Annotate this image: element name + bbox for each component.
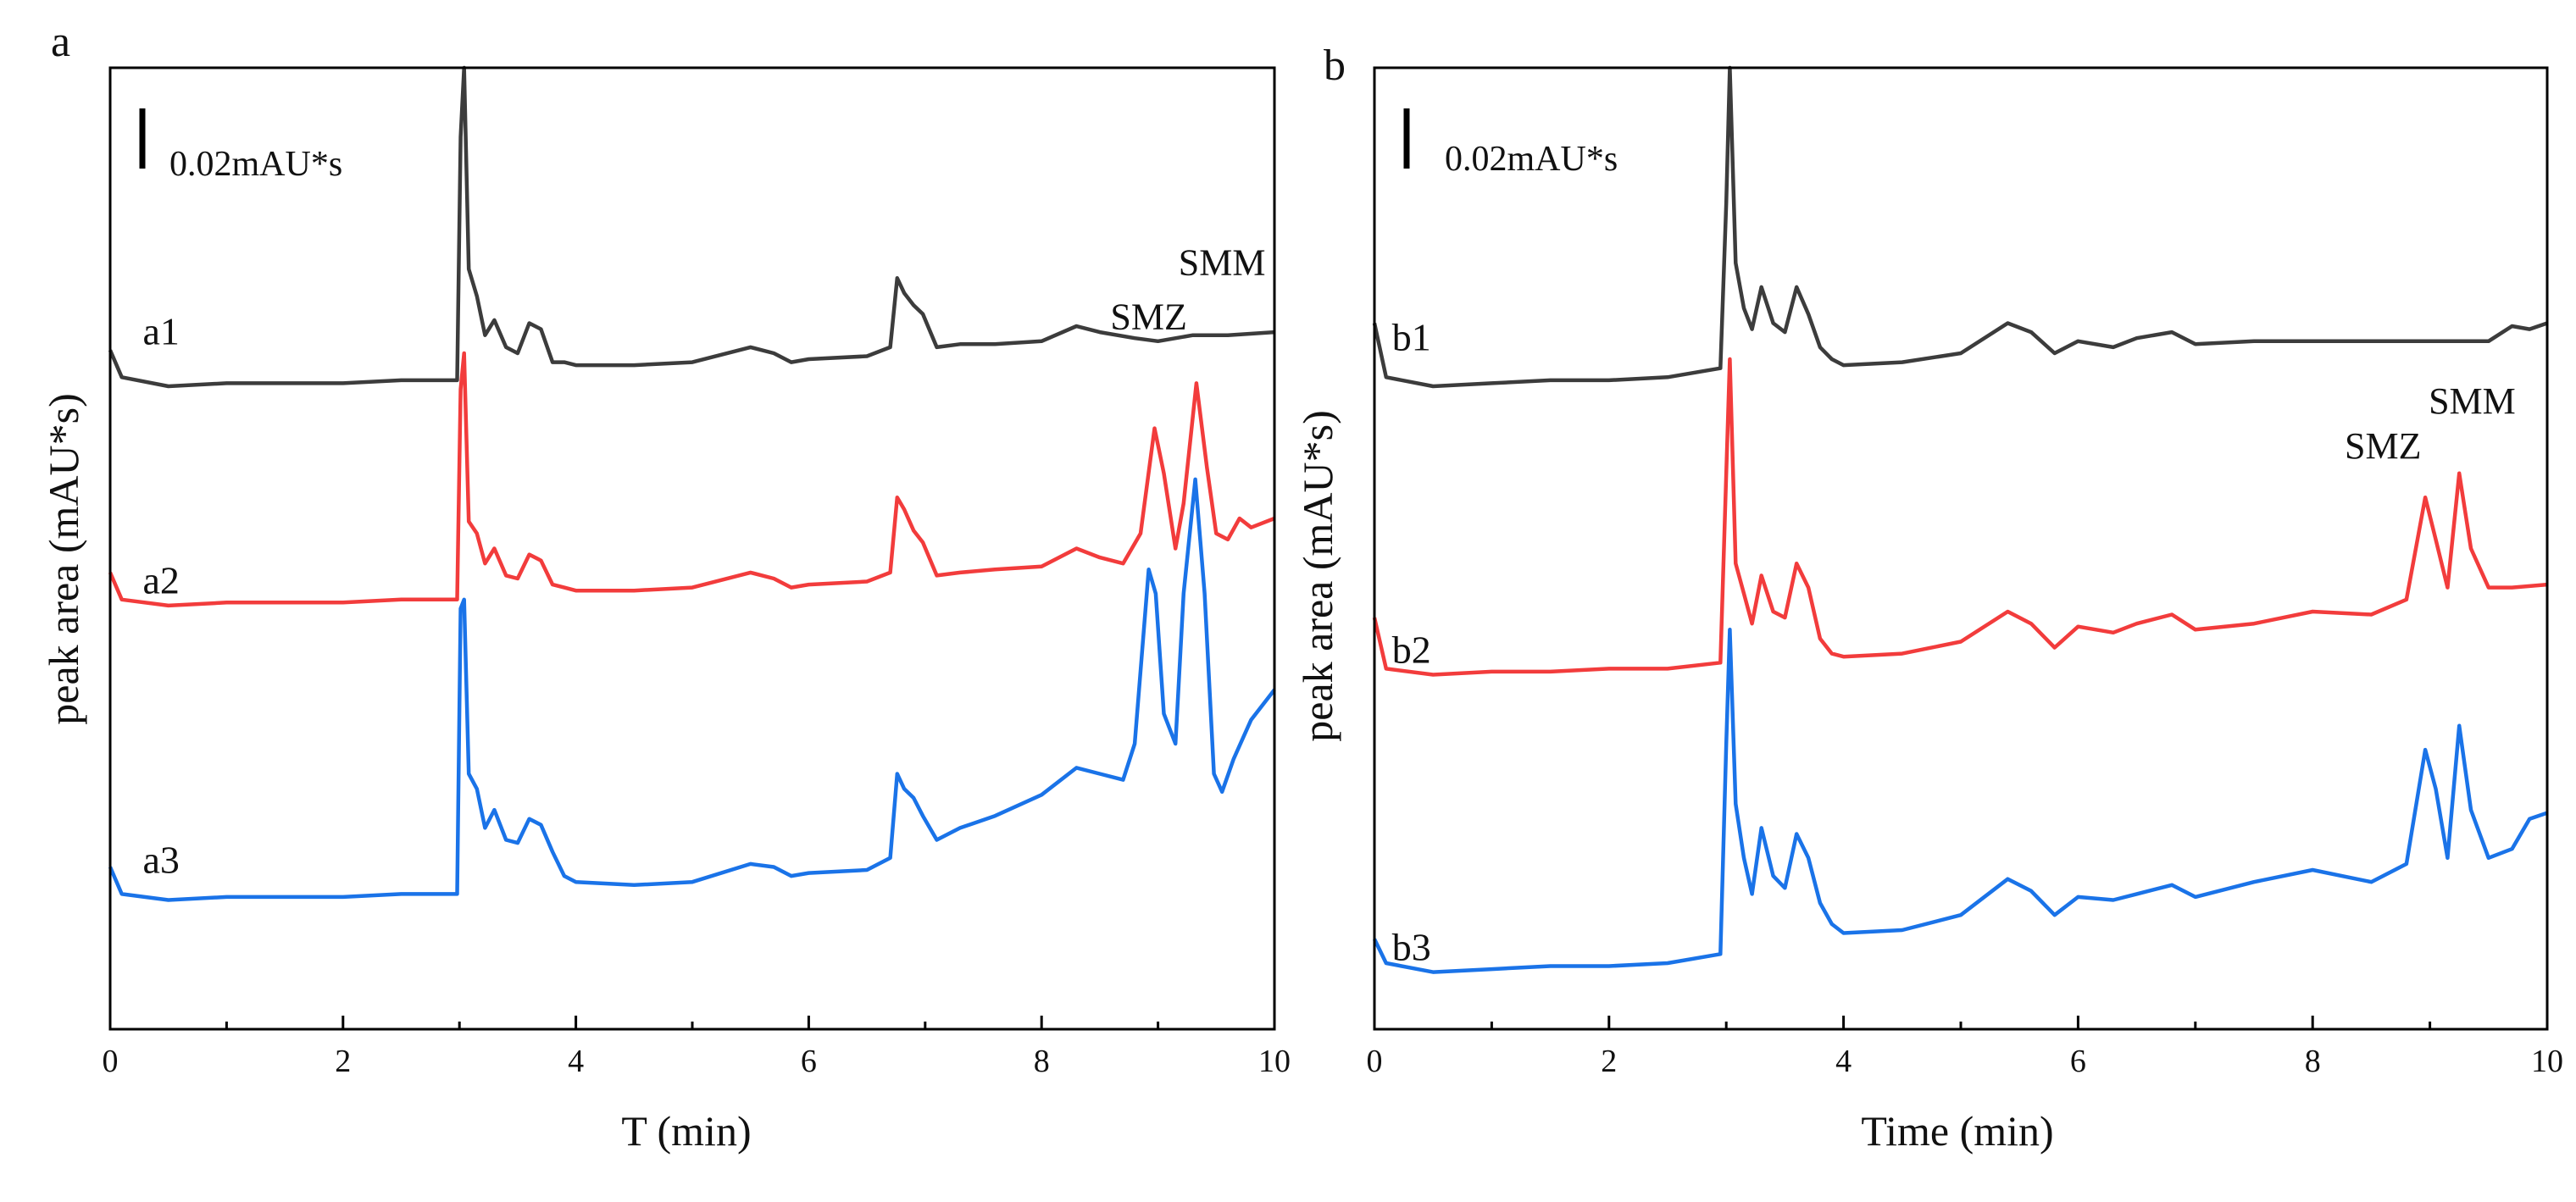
- panel-b-x-tick-label-2: 2: [1601, 1044, 1617, 1079]
- panel-b-x-tick-label-4: 4: [1835, 1044, 1852, 1079]
- panel-b-x-tick-label-0: 0: [1367, 1044, 1383, 1079]
- panel-a-peak-label-smm: SMM: [1179, 242, 1266, 284]
- panel-a-y-axis-title: peak area (mAU*s): [40, 393, 87, 724]
- panel-a-x-tick-label-4: 4: [568, 1044, 584, 1079]
- panel-a-x-tick-label-6: 6: [801, 1044, 817, 1079]
- panel-a-trace-label-a2: a2: [142, 559, 179, 602]
- panel-a-trace-a2: [108, 351, 1275, 608]
- panel-b-y-axis-title: peak area (mAU*s): [1294, 410, 1341, 741]
- panel-b-letter: b: [1324, 42, 1346, 90]
- panel-a-x-tick-label-8: 8: [1034, 1044, 1050, 1079]
- panel-a-scale-bar-label: 0.02mAU*s: [169, 145, 342, 184]
- panel-a: a a1 a2 a3 SMZ SMM 0 2 4 6 8 10 T (min) peak area …: [40, 18, 1291, 1155]
- panel-b-x-tick-label-6: 6: [2070, 1044, 2086, 1079]
- panel-a-trace-label-a1: a1: [142, 309, 179, 352]
- panel-b-peak-label-smz: SMZ: [2345, 425, 2421, 467]
- panel-a-plot: a1 a2 a3 SMZ SMM 0 2 4 6 8 10: [103, 65, 1291, 1079]
- panel-a-x-tick-label-0: 0: [103, 1044, 119, 1079]
- panel-b-x-axis-title: Time (min): [1861, 1107, 2053, 1155]
- panel-b-trace-label-b3: b3: [1392, 925, 1431, 968]
- panel-b-x-tick-label-10: 10: [2531, 1044, 2563, 1079]
- panel-a-x-tick-label-2: 2: [335, 1044, 351, 1079]
- panel-a-x-axis-title: T (min): [621, 1107, 751, 1155]
- panel-a-peak-label-smz: SMZ: [1110, 296, 1186, 338]
- panel-b-trace-label-b1: b1: [1392, 315, 1431, 358]
- panel-b-trace-b2: [1372, 357, 2548, 677]
- panel-b-peak-label-smm: SMM: [2429, 380, 2516, 422]
- panel-a-letter: a: [51, 18, 70, 66]
- panel-a-trace-a3: [108, 477, 1276, 902]
- panel-b-trace-b1: [1372, 65, 2548, 389]
- panel-a-x-tick-label-10: 10: [1258, 1044, 1291, 1079]
- panel-a-trace-a1: [108, 65, 1275, 389]
- panel-a-trace-label-a3: a3: [142, 839, 179, 882]
- panel-b-trace-label-b2: b2: [1392, 628, 1431, 671]
- panel-b-scale-bar-label: 0.02mAU*s: [1445, 140, 1618, 179]
- panel-b-x-tick-label-8: 8: [2305, 1044, 2321, 1079]
- panel-b-trace-b3: [1372, 628, 2548, 974]
